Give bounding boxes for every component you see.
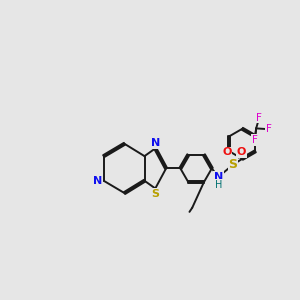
- Text: F: F: [266, 124, 272, 134]
- Text: N: N: [93, 176, 102, 186]
- Text: F: F: [252, 135, 258, 145]
- Text: H: H: [215, 180, 222, 190]
- Text: N: N: [151, 138, 160, 148]
- Text: S: S: [152, 189, 160, 199]
- Text: F: F: [256, 112, 262, 123]
- Text: N: N: [214, 172, 223, 182]
- Text: O: O: [237, 147, 246, 157]
- Text: O: O: [222, 147, 232, 157]
- Text: S: S: [229, 158, 238, 171]
